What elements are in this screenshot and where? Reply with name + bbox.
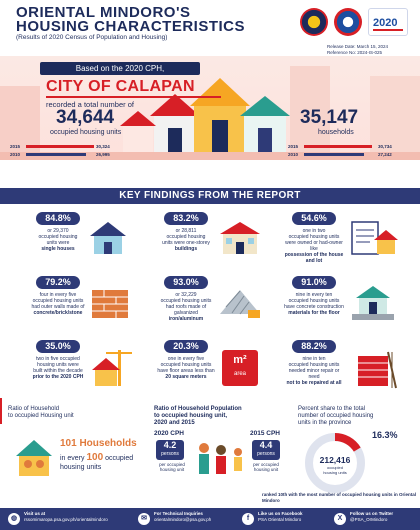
right-value-2010: 27,242 <box>378 152 392 157</box>
key-findings-title: KEY FINDINGS FROM THE REPORT <box>0 188 420 204</box>
key-findings-grid: 84.8% or 29,370 occupied housing units wer… <box>0 204 420 396</box>
share-value: 212,416 <box>319 455 351 465</box>
finding-desc-8: one in every five occupied housing units h… <box>157 356 215 380</box>
facebook-icon: f <box>242 513 254 525</box>
house-ownership-document-icon <box>351 221 398 255</box>
hero-section: Based on the 2020 CPH, CITY OF CALAPAN r… <box>0 56 420 160</box>
per-unit-2020: per occupied housing unit <box>159 462 185 472</box>
per-unit-2015: per occupied housing unit <box>253 462 279 472</box>
right-bar-2015 <box>304 145 372 148</box>
family-people-icon <box>199 443 242 474</box>
right-year-2015: 2015 <box>288 144 299 149</box>
households-count: 101 Households <box>60 438 137 449</box>
finding-desc-5: or 32,229 occupied housing units had roofs… <box>160 292 212 322</box>
right-year-2010: 2010 <box>288 152 299 157</box>
footer-visit[interactable]: Visit us at rssomimaropa.psa.gov.ph/orie… <box>24 511 108 522</box>
finding-desc-1: or 29,370 occupied housing units were singl… <box>38 228 78 252</box>
cph-2015-box: 4.4 persons <box>252 440 280 460</box>
footer-tech[interactable]: For Technical Inquiries orientalmindoro@… <box>154 511 212 522</box>
share-center: 212,416 occupied housing units <box>300 455 370 475</box>
agency-logos: 2020 <box>300 8 410 40</box>
housing-units-label: occupied housing units <box>50 129 122 136</box>
finding-desc-9: nine in ten occupied housing units needed … <box>286 356 342 386</box>
finding-pct-3: 54.6% <box>292 212 336 225</box>
finding-desc-2: or 28,811 occupied housing units were one-… <box>162 228 210 252</box>
percent-share-title: Percent share to the total number of occ… <box>298 406 374 426</box>
report-header: ORIENTAL MINDORO'S HOUSING CHARACTERISTI… <box>0 0 420 55</box>
release-info: Release Date: March 15, 2024 Reference N… <box>327 44 388 56</box>
section-marker-1 <box>0 398 2 424</box>
release-date: Release Date: March 15, 2024 <box>327 44 389 49</box>
svg-text:2020: 2020 <box>373 17 397 29</box>
housing-units-text: housing units <box>60 464 102 471</box>
share-percent: 16.3% <box>372 430 398 440</box>
census-2020-logo: 2020 <box>368 8 408 36</box>
subtitle: (Results of 2020 Census of Population an… <box>16 34 168 41</box>
finding-desc-6: nine in every ten occupied housing units h… <box>284 292 344 316</box>
ratio-population-title: Ratio of Household Population to occupie… <box>154 406 242 426</box>
cph-2020-label: 2020 CPH <box>154 430 184 437</box>
finding-pct-5: 93.0% <box>164 276 208 289</box>
finding-pct-6: 91.0% <box>292 276 336 289</box>
summary-section: Ratio of Household to occupied Housing u… <box>0 398 420 508</box>
galvanized-roof-icon <box>220 290 260 318</box>
left-value-2015: 30,324 <box>96 144 110 149</box>
finding-pct-9: 88.2% <box>292 340 336 353</box>
bagong-pilipinas-logo <box>334 8 362 36</box>
finding-pct-1: 84.8% <box>36 212 80 225</box>
share-donut-chart <box>305 433 365 493</box>
finding-pct-8: 20.3% <box>164 340 208 353</box>
city-name: CITY OF CALAPAN <box>46 78 195 95</box>
housing-units-value: 34,644 <box>56 107 115 128</box>
title-line-2: HOUSING CHARACTERISTICS <box>16 18 246 35</box>
footer-twitter[interactable]: Follow us on Twitter @PSA_OrMindoro <box>350 511 394 522</box>
city-underline <box>46 96 221 98</box>
in-every-line: in every 100 occupied <box>60 452 134 463</box>
right-value-2015: 30,734 <box>378 144 392 149</box>
households-label: households <box>318 129 354 136</box>
ranked-text: ranked 10th with the most number of occu… <box>262 492 417 503</box>
finding-desc-4: four in every five occupied housing units… <box>31 292 85 316</box>
twitter-x-icon: X <box>334 513 346 525</box>
based-on-badge: Based on the 2020 CPH, <box>40 62 200 75</box>
left-bar-2015 <box>26 145 94 148</box>
cph-2015-label: 2015 CPH <box>250 430 280 437</box>
ratio-household-title: Ratio of Household to occupied Housing u… <box>8 406 74 419</box>
psa-seal-logo <box>300 8 328 36</box>
globe-icon: ◍ <box>8 513 20 525</box>
right-bar-2010 <box>304 153 364 156</box>
brick-wall-icon <box>92 290 128 318</box>
house-construction-icon <box>92 350 132 386</box>
left-year-2010: 2010 <box>10 152 21 157</box>
cph-2020-box: 4.2 persons <box>156 440 184 460</box>
family-house-icon <box>16 440 52 476</box>
finding-pct-4: 79.2% <box>36 276 80 289</box>
concrete-floor-icon <box>352 286 394 320</box>
left-value-2010: 26,995 <box>96 152 110 157</box>
house-repair-icon <box>358 351 397 389</box>
footer: ◍ Visit us at rssomimaropa.psa.gov.ph/or… <box>0 508 420 530</box>
left-year-2015: 2015 <box>10 144 21 149</box>
floor-area-icon: m² area <box>222 350 258 386</box>
title-line-1: ORIENTAL MINDORO'S <box>16 4 191 21</box>
recorded-text: recorded a total number of <box>46 100 134 109</box>
footer-facebook[interactable]: Like us on Facebook PSA Oriental Mindoro <box>258 511 303 522</box>
finding-desc-7: two in five occupied housing units were bu… <box>32 356 84 380</box>
reference-number: Reference No: 2024-IS-025 <box>327 50 383 55</box>
mail-icon: ✉ <box>138 513 150 525</box>
finding-pct-2: 83.2% <box>164 212 208 225</box>
left-bar-2010 <box>26 153 86 156</box>
single-house-icon <box>90 222 126 254</box>
finding-pct-7: 35.0% <box>36 340 80 353</box>
finding-desc-3: one in two occupied housing units were own… <box>284 228 344 264</box>
one-storey-building-icon <box>220 222 260 254</box>
households-value: 35,147 <box>300 107 359 128</box>
